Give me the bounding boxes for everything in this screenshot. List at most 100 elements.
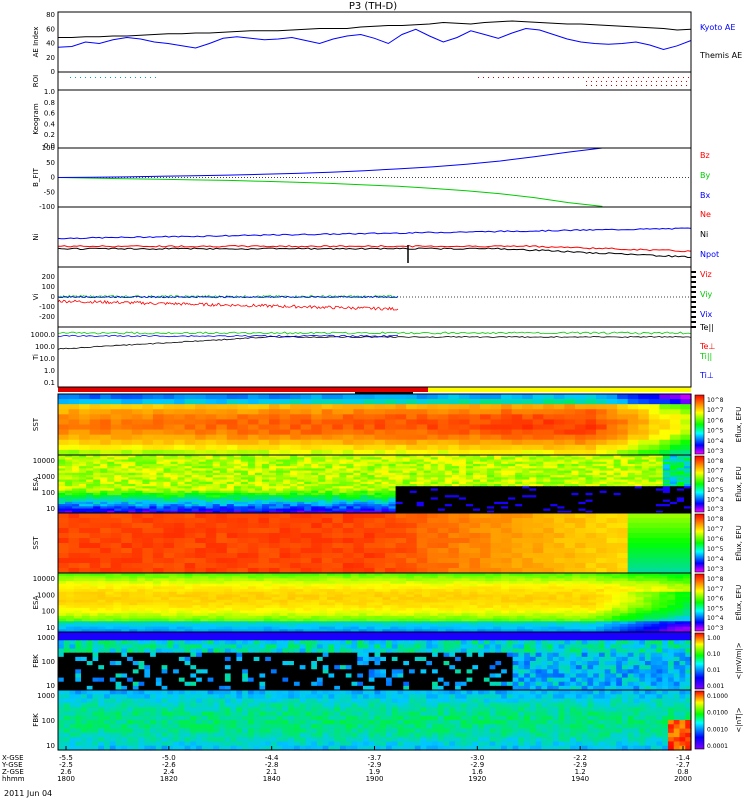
roi-dot bbox=[656, 81, 657, 82]
fbk_b-cbar-tick-0: 1.00 bbox=[707, 635, 721, 642]
roi-dot bbox=[641, 81, 642, 82]
roi-dot bbox=[543, 77, 544, 78]
sst_i-cbar-tick-0: 10^8 bbox=[707, 397, 724, 404]
roi-dot bbox=[518, 77, 519, 78]
roi-dot bbox=[686, 85, 687, 86]
roi-dot bbox=[613, 77, 614, 78]
legend-bfit-1: By bbox=[700, 171, 710, 180]
fbk_e-ytick-2: 10 bbox=[46, 742, 55, 750]
keogram-ytick-3: 0.4 bbox=[44, 120, 56, 128]
roi-dot bbox=[135, 77, 136, 78]
bfit-ytick-3: -50 bbox=[44, 188, 55, 196]
esa_i-ytick-2: 100 bbox=[42, 489, 55, 497]
roi-dot bbox=[125, 77, 126, 78]
legend-vi-2: Vix bbox=[700, 310, 713, 319]
roi-dot bbox=[110, 77, 111, 78]
sst_e-cbar-tick-0: 10^8 bbox=[707, 516, 724, 523]
vi-ytick-3: -100 bbox=[39, 303, 55, 311]
vi-edge-tick bbox=[691, 301, 696, 303]
xaxis-ticklabel-t-3: 1900 bbox=[366, 775, 384, 783]
esa-electron-spectrogram bbox=[58, 573, 692, 633]
roi-dot bbox=[558, 77, 559, 78]
roi-dot bbox=[130, 77, 131, 78]
esa_i-cbar-tick-0: 10^8 bbox=[707, 458, 724, 465]
roi-dot bbox=[633, 77, 634, 78]
fbk_e-colorbar bbox=[695, 691, 704, 749]
vi-edge-tick bbox=[691, 306, 696, 308]
roi-dot bbox=[85, 77, 86, 78]
keogram-ytick-4: 0.2 bbox=[44, 131, 55, 139]
roi-dot bbox=[538, 77, 539, 78]
esa_e-cbar-tick-0: 10^8 bbox=[707, 576, 724, 583]
sst_i-cbar-tick-5: 10^3 bbox=[707, 448, 724, 455]
vi-edge-tick bbox=[691, 286, 696, 288]
roi-dot bbox=[681, 81, 682, 82]
plot-title: P3 (TH-D) bbox=[349, 1, 397, 12]
roi-dot bbox=[478, 77, 479, 78]
sst_i-cbar-label: Eflux, EFU bbox=[735, 407, 743, 442]
ti-ytick-0: 1000.0 bbox=[31, 331, 56, 339]
roi-dot bbox=[155, 77, 156, 78]
roi-dot bbox=[661, 85, 662, 86]
roi-dot bbox=[140, 77, 141, 78]
roi-dot bbox=[508, 77, 509, 78]
esa_i-ytick-0: 10000 bbox=[33, 457, 55, 465]
date-label: 2011 Jun 04 bbox=[4, 789, 52, 798]
roi-dot bbox=[513, 77, 514, 78]
roi-dot bbox=[503, 77, 504, 78]
fbk_b-ytick-0: 1000 bbox=[37, 634, 55, 642]
xaxis-ticklabel-t-5: 1940 bbox=[571, 775, 589, 783]
roi-dot bbox=[621, 85, 622, 86]
roi-ylabel: ROI bbox=[32, 75, 40, 87]
vi-series-red bbox=[58, 300, 398, 310]
fbk_b-colorbar bbox=[695, 633, 704, 689]
vi-edge-tick bbox=[691, 276, 696, 278]
bfit-series-1 bbox=[58, 178, 602, 207]
roi-dot bbox=[623, 77, 624, 78]
roi-dot bbox=[666, 81, 667, 82]
roi-dot bbox=[656, 85, 657, 86]
sst_i-ylabel: SST bbox=[32, 417, 40, 431]
esa_e-colorbar bbox=[695, 574, 704, 631]
esa_i-ytick-3: 10 bbox=[46, 505, 55, 513]
fbk_e-ytick-1: 100 bbox=[42, 717, 55, 725]
roi-dot bbox=[658, 77, 659, 78]
esa_i-cbar-tick-5: 10^3 bbox=[707, 506, 724, 513]
roi-dot bbox=[498, 77, 499, 78]
roi-dot bbox=[651, 85, 652, 86]
roi-dot bbox=[75, 77, 76, 78]
legend-ti-2: Ti|| bbox=[699, 352, 712, 361]
roi-dot bbox=[105, 77, 106, 78]
keogram-panel bbox=[58, 90, 691, 148]
roi-dot bbox=[70, 77, 71, 78]
roi-dot bbox=[586, 85, 587, 86]
xaxis-ticklabel-t-6: 2000 bbox=[674, 775, 692, 783]
ni-series-black bbox=[58, 248, 691, 258]
sst_i-cbar-tick-2: 10^6 bbox=[707, 417, 724, 424]
roi-dot bbox=[553, 77, 554, 78]
roi-dot bbox=[100, 77, 101, 78]
xaxis-ticklabel-t-4: 1920 bbox=[468, 775, 486, 783]
roi-dot bbox=[588, 77, 589, 78]
roi-dot bbox=[598, 77, 599, 78]
roi-dot bbox=[631, 85, 632, 86]
vi-edge-tick bbox=[691, 296, 696, 298]
esa_i-ytick-1: 1000 bbox=[37, 473, 55, 481]
vi-edge-tick bbox=[691, 316, 696, 318]
roi-dot bbox=[528, 77, 529, 78]
legend-ti-1: Te⊥ bbox=[699, 342, 715, 351]
fbk-b-spectrogram bbox=[58, 690, 692, 751]
roi-dot bbox=[611, 81, 612, 82]
keogram-ylabel: Keogram bbox=[32, 103, 40, 134]
ti-ytick-4: 0.1 bbox=[44, 379, 55, 387]
legend-ni-2: Npot bbox=[700, 250, 719, 259]
fbk_e-ytick-0: 1000 bbox=[37, 692, 55, 700]
ni-ylabel: Ni bbox=[32, 233, 40, 240]
roi-dot bbox=[668, 77, 669, 78]
fbk_e-ylabel: FBK bbox=[32, 713, 40, 727]
roi-dot bbox=[606, 81, 607, 82]
roi-dot bbox=[661, 81, 662, 82]
xaxis-ticklabel-t-0: 1800 bbox=[57, 775, 75, 783]
esa_e-ytick-0: 10000 bbox=[33, 575, 55, 583]
